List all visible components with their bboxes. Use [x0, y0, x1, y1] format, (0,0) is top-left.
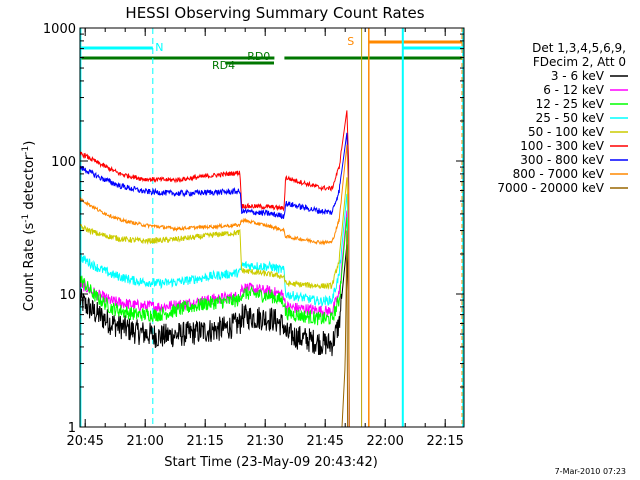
- legend-header-line: FDecim 2, Att 0: [533, 55, 626, 69]
- x-tick-label: 21:45: [306, 434, 343, 449]
- chart-title: HESSI Observing Summary Count Rates: [125, 4, 424, 22]
- annotation-n-label: N: [155, 41, 163, 54]
- legend-entry-label: 12 - 25 keV: [536, 97, 605, 111]
- legend-entry-label: 100 - 300 keV: [520, 139, 604, 153]
- annotation-rd4-label: RD4: [212, 59, 235, 72]
- legend-header-line: Det 1,3,4,5,6,9,: [532, 41, 626, 55]
- series-line-5: [79, 110, 350, 428]
- legend-entry-label: 25 - 50 keV: [536, 111, 605, 125]
- y-tick-label: 100: [51, 155, 76, 170]
- x-tick-label: 22:15: [426, 434, 463, 449]
- series-line-0: [79, 244, 350, 428]
- plot-frame: [79, 27, 465, 428]
- annotation-layer: N S RD0 RD4: [155, 35, 354, 72]
- series-line-2: [79, 217, 350, 428]
- series-line-1: [79, 210, 350, 428]
- x-tick-label: 21:30: [246, 434, 283, 449]
- y-tick-label: 1: [68, 421, 76, 436]
- x-tick-label: 22:00: [366, 434, 403, 449]
- series-line-4: [79, 177, 350, 428]
- series-line-7: [79, 144, 350, 428]
- legend-entry-label: 3 - 6 keV: [551, 69, 605, 83]
- axes: 20:45 21:00 21:15 21:30 21:45 22:00 22:15 1 10 10…: [43, 22, 464, 449]
- y-tick-label: 1000: [43, 22, 76, 37]
- y-axis-label: Count Rate (s-1 detector-1): [21, 141, 37, 312]
- plot-content: [79, 28, 465, 428]
- legend-entry-label: 6 - 12 keV: [543, 83, 605, 97]
- x-tick-label: 21:15: [186, 434, 223, 449]
- legend-entry-label: 300 - 800 keV: [520, 153, 604, 167]
- x-tick-label: 21:00: [126, 434, 163, 449]
- rd0-gap-mask: [274, 56, 285, 61]
- legend-entry-label: 50 - 100 keV: [528, 125, 605, 139]
- annotation-rd0-label: RD0: [247, 50, 270, 63]
- x-axis-label: Start Time (23-May-09 20:43:42): [164, 455, 378, 470]
- annotation-s-label: S: [347, 35, 354, 48]
- series-line-6: [79, 132, 350, 428]
- plot-timestamp: 7-Mar-2010 07:23: [555, 467, 626, 476]
- series-line-8: [341, 230, 349, 428]
- legend: Det 1,3,4,5,6,9,FDecim 2, Att 03 - 6 keV…: [497, 41, 628, 195]
- legend-entry-label: 7000 - 20000 keV: [497, 181, 604, 195]
- y-tick-label: 10: [59, 288, 76, 303]
- legend-entry-label: 800 - 7000 keV: [513, 167, 605, 181]
- series-line-3: [79, 193, 350, 428]
- x-tick-label: 20:45: [66, 434, 103, 449]
